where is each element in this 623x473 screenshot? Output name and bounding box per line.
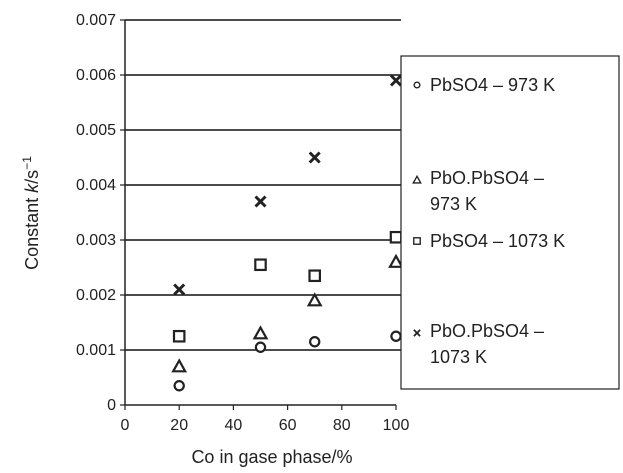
x-tick-label: 80 [333,417,351,434]
cross-stroke [173,283,186,296]
legend: PbSO4 – 973 K PbO.PbSO4 – 973 K PbSO4 – 107… [400,55,620,390]
legend-label: 1073 K [430,347,487,367]
x-axis-label: Co in gase phase/% [191,447,352,467]
y-tick-label: 0.005 [76,122,116,139]
legend-label: PbO.PbSO4 – [430,321,544,341]
legend-marker-circle [413,81,421,89]
data-point-cross [173,283,186,296]
cross-stroke [308,151,321,164]
data-point-cross [308,151,321,164]
legend-label: PbO.PbSO4 – [430,168,544,188]
y-axis-label: Constant k/s−1 [20,156,42,270]
data-point-square [389,230,403,244]
y-tick-label: 0.006 [76,67,116,84]
axes [124,20,396,406]
y-tick-label: 0.007 [76,12,116,29]
y-axis-label-sup: −1 [20,156,34,170]
y-tick-labels: 0 0.001 0.002 0.003 0.004 0.005 0.006 0.007 [76,12,125,414]
legend-box [400,55,620,390]
data-point-circle [309,336,321,348]
x-tick-label: 20 [170,417,188,434]
y-tick-label: 0.002 [76,287,116,304]
legend-marker-triangle [412,174,422,184]
data-point-triangle [252,325,269,340]
x-tick-label: 0 [121,417,130,434]
data-point-cross [389,74,403,87]
data-point-triangle [171,358,188,373]
x-tick-label: 40 [225,417,243,434]
gridlines [125,19,401,351]
y-tick-label: 0.003 [76,232,116,249]
legend-label: PbSO4 – 1073 K [430,231,565,251]
x-tick-labels: 0 20 40 60 80 100 [121,405,410,434]
y-tick-label: 0.004 [76,177,116,194]
x-tick-label: 60 [279,417,297,434]
y-tick-label: 0 [107,397,116,414]
cross-stroke [413,329,421,337]
data-point-cross [254,195,267,208]
cross-stroke [389,74,403,87]
y-axis-label-italic: k [22,183,42,193]
x-tick-label: 100 [383,417,410,434]
data-points [171,74,404,392]
data-point-circle [173,380,185,392]
cross-stroke [254,195,267,208]
data-point-triangle [388,253,404,268]
legend-marker-cross [413,329,421,337]
data-point-triangle [306,292,323,307]
data-point-circle [254,341,267,353]
data-point-square [254,258,267,272]
legend-label: 973 K [430,194,477,214]
legend-label: PbSO4 – 973 K [430,75,555,95]
y-axis-label-unit: /s [22,170,42,184]
legend-marker-square [413,237,421,245]
y-axis-label-main: Constant [22,193,42,270]
data-point-square [172,329,186,343]
data-point-circle [390,330,402,342]
data-point-square [308,269,321,283]
y-tick-label: 0.001 [76,342,116,359]
